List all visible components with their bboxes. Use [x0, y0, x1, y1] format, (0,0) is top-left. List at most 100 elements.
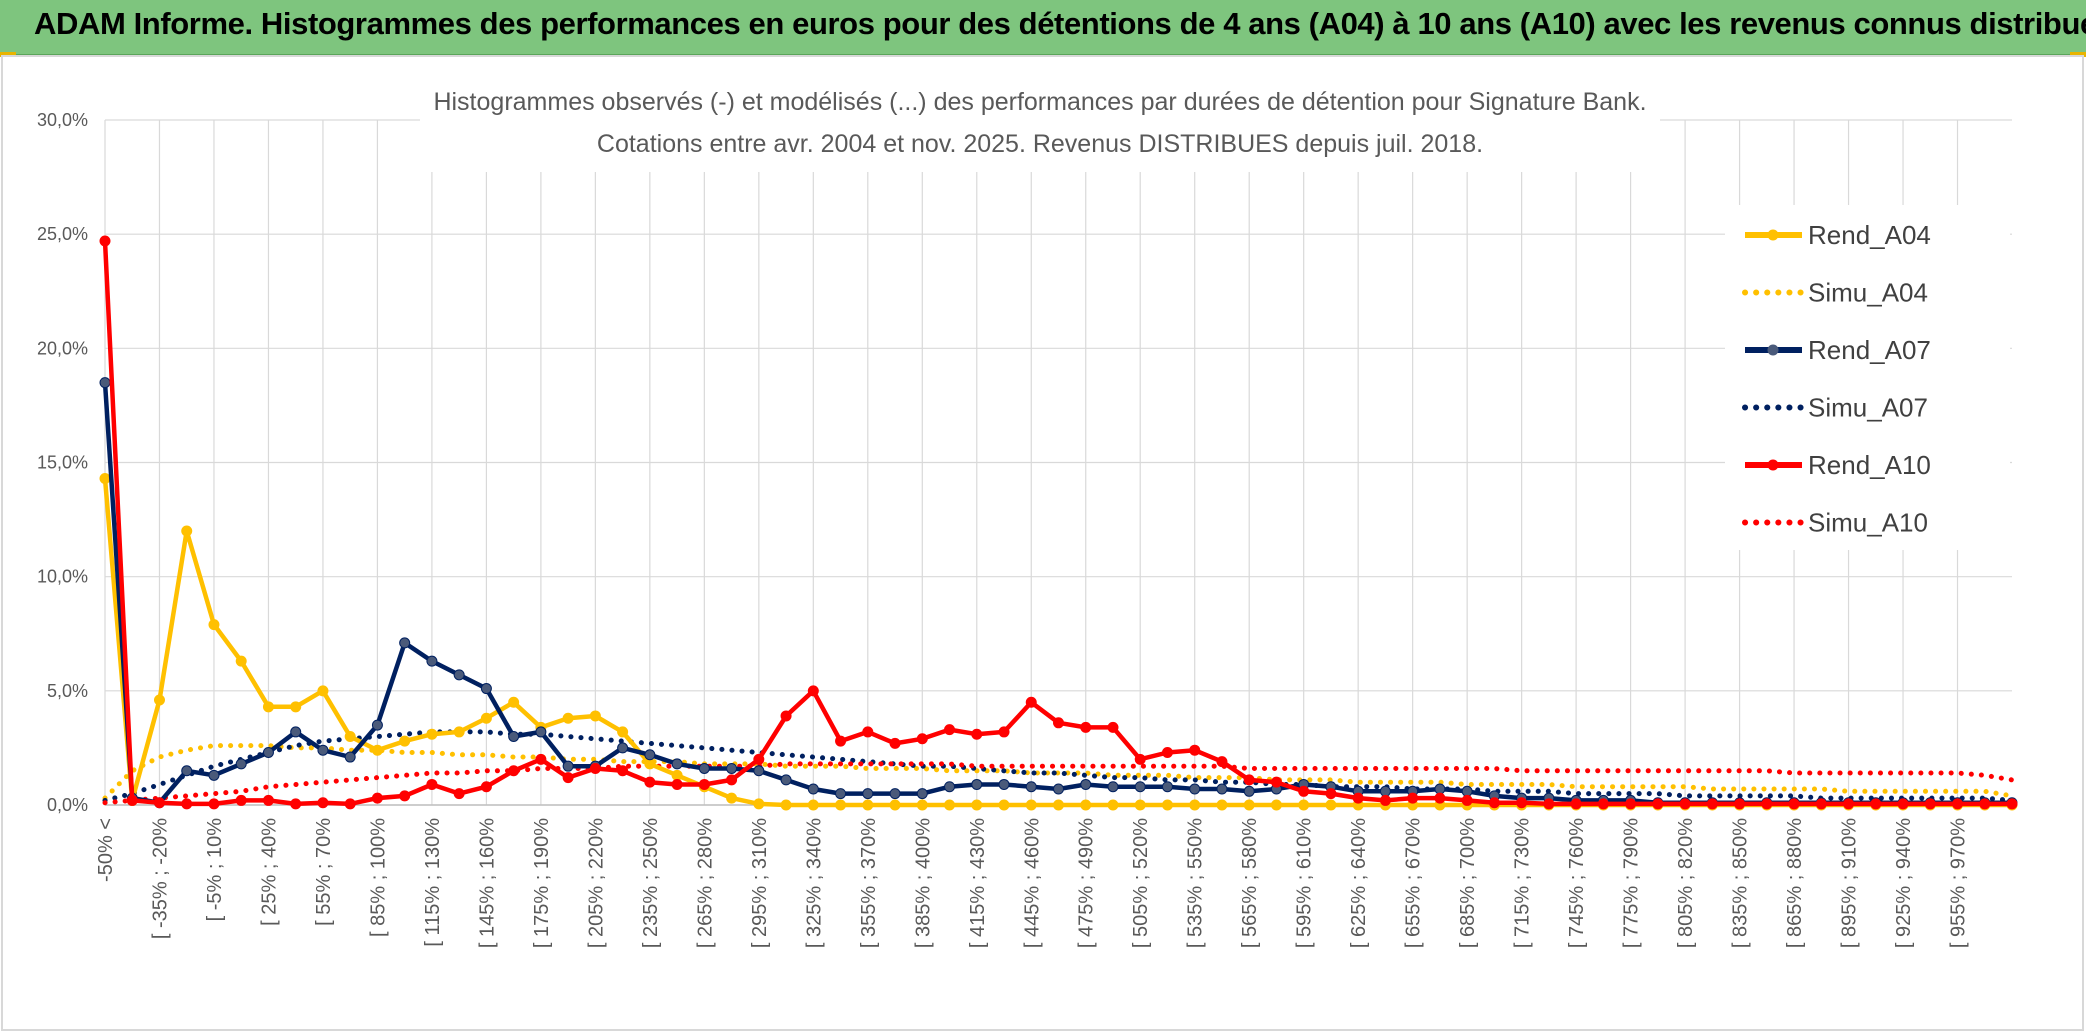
data-point-rend-a07 — [1216, 783, 1228, 795]
data-point-rend-a10 — [1189, 744, 1201, 756]
data-point-rend-a04 — [1053, 799, 1064, 811]
data-point-rend-a10 — [1516, 797, 1528, 809]
data-point-rend-a07 — [617, 742, 629, 754]
x-tick-label: [ 175% ; 190% — [531, 818, 553, 948]
data-point-rend-a10 — [208, 798, 220, 810]
page-title: ADAM Informe. Histogrammes des performan… — [34, 6, 2086, 41]
data-point-rend-a10 — [1870, 798, 1882, 810]
data-point-rend-a10 — [1652, 798, 1664, 810]
x-tick-label: [ 355% ; 370% — [858, 818, 880, 948]
x-tick-label: [ 475% ; 490% — [1076, 818, 1098, 948]
data-point-rend-a10 — [1706, 798, 1718, 810]
y-tick-label: 5,0% — [47, 681, 88, 701]
data-point-rend-a10 — [1325, 788, 1337, 800]
data-point-rend-a07 — [317, 744, 329, 756]
x-axis: -50% < [ -35% ; -20% [ -5% ; 10% [ 25% ; 40… — [95, 818, 1970, 948]
data-point-rend-a07 — [671, 758, 683, 770]
data-point-rend-a10 — [726, 774, 738, 786]
data-point-rend-a10 — [1788, 798, 1800, 810]
data-point-rend-a04 — [807, 799, 819, 811]
data-point-rend-a04 — [644, 758, 656, 770]
data-point-rend-a07 — [971, 778, 983, 790]
x-tick-label: [ 655% ; 670% — [1403, 818, 1425, 948]
data-point-rend-a10 — [889, 737, 901, 749]
data-point-rend-a04 — [1107, 799, 1119, 811]
data-point-rend-a07 — [535, 726, 547, 738]
data-point-rend-a04 — [181, 525, 193, 537]
data-point-rend-a04 — [508, 696, 520, 708]
data-point-rend-a07 — [399, 637, 411, 649]
data-point-rend-a07 — [944, 781, 956, 793]
chart-title-line-2: Cotations entre avr. 2004 et nov. 2025. … — [597, 130, 1483, 158]
data-point-rend-a07 — [698, 762, 710, 774]
data-point-rend-a10 — [344, 798, 356, 810]
data-point-rend-a07 — [1189, 783, 1201, 795]
data-point-rend-a04 — [617, 726, 629, 738]
legend-label-simu-a04: Simu_A04 — [1808, 278, 1928, 308]
title-banner: ADAM Informe. Histogrammes des performan… — [0, 0, 2086, 55]
data-point-rend-a07 — [181, 765, 193, 777]
x-tick-label: [ 265% ; 280% — [694, 818, 716, 948]
data-point-rend-a10 — [1161, 746, 1173, 758]
data-point-rend-a10 — [1843, 798, 1855, 810]
x-tick-label: -50% < — [95, 818, 117, 882]
data-point-rend-a10 — [508, 765, 520, 777]
data-point-rend-a10 — [998, 726, 1010, 738]
data-point-rend-a07 — [480, 683, 492, 695]
title-background — [420, 80, 1660, 172]
data-point-rend-a10 — [1488, 797, 1500, 809]
x-tick-label: [ 745% ; 760% — [1566, 818, 1588, 948]
data-point-rend-a10 — [153, 797, 165, 809]
data-point-rend-a07 — [562, 760, 574, 772]
data-point-rend-a07 — [371, 719, 383, 731]
data-point-rend-a07 — [889, 788, 901, 800]
data-point-rend-a10 — [589, 762, 601, 774]
y-tick-label: 20,0% — [37, 338, 88, 358]
data-point-rend-a04 — [1270, 799, 1282, 811]
data-point-rend-a04 — [835, 799, 847, 811]
data-point-rend-a10 — [971, 728, 983, 740]
data-point-rend-a04 — [726, 792, 738, 804]
data-point-rend-a07 — [1134, 781, 1146, 793]
data-point-rend-a10 — [1243, 774, 1255, 786]
data-point-rend-a10 — [2006, 798, 2018, 810]
data-point-rend-a10 — [1570, 798, 1582, 810]
x-tick-label: [ 445% ; 460% — [1021, 818, 1043, 948]
data-point-rend-a04 — [1025, 799, 1037, 811]
data-point-rend-a10 — [671, 778, 683, 790]
data-point-rend-a07 — [508, 731, 520, 742]
data-point-rend-a10 — [1979, 798, 1991, 810]
data-point-rend-a04 — [426, 728, 438, 740]
data-point-rend-a04 — [1189, 799, 1201, 811]
data-point-rend-a10 — [1407, 792, 1419, 804]
legend-label-simu-a07: Simu_A07 — [1808, 393, 1928, 423]
legend-label-rend-a10: Rend_A10 — [1808, 450, 1931, 480]
data-point-rend-a10 — [1761, 798, 1773, 810]
data-point-rend-a10 — [1897, 798, 1909, 810]
legend-marker-rend-a10 — [1767, 459, 1779, 471]
data-point-rend-a04 — [262, 701, 274, 713]
x-tick-label: [ 565% ; 580% — [1239, 818, 1261, 948]
data-point-rend-a07 — [1379, 785, 1391, 797]
data-point-rend-a04 — [208, 619, 220, 631]
data-point-rend-a07 — [1243, 785, 1255, 797]
data-point-rend-a04 — [153, 694, 165, 706]
data-point-rend-a10 — [698, 778, 710, 790]
data-point-rend-a07 — [916, 788, 928, 800]
data-point-rend-a07 — [807, 783, 819, 795]
data-point-rend-a10 — [862, 726, 874, 738]
x-tick-label: [ -5% ; 10% — [204, 818, 226, 922]
data-point-rend-a04 — [889, 799, 901, 811]
legend-background — [1725, 205, 2010, 550]
corner-mark-left — [0, 52, 16, 57]
data-point-rend-a07 — [1161, 781, 1173, 793]
data-point-rend-a04 — [753, 798, 765, 810]
data-point-rend-a10 — [1107, 721, 1119, 733]
data-point-rend-a04 — [780, 799, 792, 811]
x-tick-label: [ 295% ; 310% — [749, 818, 771, 948]
data-point-rend-a07 — [344, 751, 356, 763]
data-point-rend-a04 — [1325, 799, 1337, 811]
y-tick-label: 0,0% — [47, 795, 88, 815]
y-axis: 0,0% 5,0% 10,0% 15,0% 20,0% 25,0% 30,0% — [37, 110, 88, 815]
data-point-rend-a07 — [426, 655, 438, 667]
